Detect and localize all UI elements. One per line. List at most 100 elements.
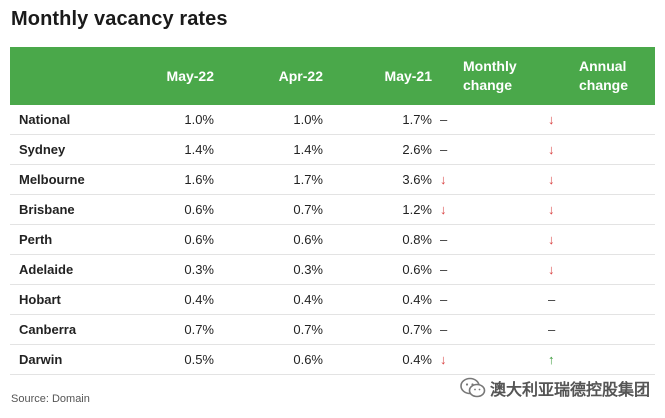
cell-may22: 0.5% (122, 344, 214, 375)
cell-region-value: Hobart (19, 292, 61, 307)
header-may21: May-21 (323, 47, 432, 105)
cell-may22: 1.6% (122, 164, 214, 195)
down-arrow-icon: ↓ (548, 172, 555, 187)
cell-may21-value: 0.4% (402, 352, 432, 367)
cell-region-value: Melbourne (19, 172, 85, 187)
header-may22: May-22 (122, 47, 214, 105)
cell-may21-value: 2.6% (402, 142, 432, 157)
cell-may22-value: 0.6% (184, 232, 214, 247)
table-row: Perth 0.6% 0.6% 0.8% – ↓ (10, 224, 655, 255)
cell-may21: 1.7% (323, 105, 432, 135)
cell-monthly-change: ↓ (432, 194, 540, 225)
cell-may22-value: 1.6% (184, 172, 214, 187)
cell-apr22: 0.7% (214, 194, 323, 225)
cell-may22-value: 0.4% (184, 292, 214, 307)
cell-region: Brisbane (10, 194, 122, 225)
cell-apr22-value: 1.0% (293, 112, 323, 127)
cell-may21-value: 0.8% (402, 232, 432, 247)
cell-apr22: 0.6% (214, 224, 323, 255)
header-monthly-line1: Monthly (463, 58, 517, 74)
cell-may21-value: 0.6% (402, 262, 432, 277)
cell-region: National (10, 105, 122, 135)
header-apr22: Apr-22 (214, 47, 323, 105)
cell-region: Hobart (10, 284, 122, 315)
watermark-text: 澳大利亚瑞德控股集团 (490, 382, 651, 399)
no-change-dash: – (440, 142, 448, 157)
cell-annual-change: ↓ (540, 194, 655, 225)
cell-may21: 0.4% (323, 344, 432, 375)
cell-apr22: 1.0% (214, 105, 323, 135)
no-change-dash: – (440, 292, 448, 307)
cell-may22: 0.6% (122, 224, 214, 255)
no-change-dash: – (440, 262, 448, 277)
cell-apr22-value: 0.6% (293, 352, 323, 367)
down-arrow-icon: ↓ (548, 202, 555, 217)
cell-may21: 0.4% (323, 284, 432, 315)
cell-apr22: 0.3% (214, 254, 323, 285)
cell-annual-change: ↓ (540, 105, 655, 135)
down-arrow-icon: ↓ (548, 142, 555, 157)
cell-may21-value: 0.4% (402, 292, 432, 307)
cell-may21-value: 1.7% (402, 112, 432, 127)
cell-region: Melbourne (10, 164, 122, 195)
cell-annual-change: ↓ (540, 164, 655, 195)
cell-may22: 0.7% (122, 314, 214, 345)
cell-region-value: Canberra (19, 322, 77, 337)
cell-region-value: National (19, 112, 71, 127)
cell-region-value: Brisbane (19, 202, 75, 217)
down-arrow-icon: ↓ (440, 352, 447, 367)
table-row: Sydney 1.4% 1.4% 2.6% – ↓ (10, 134, 655, 165)
no-change-dash: – (440, 112, 448, 127)
cell-apr22: 0.7% (214, 314, 323, 345)
vacancy-table: May-22 Apr-22 May-21 Monthly change Annu… (10, 47, 655, 375)
cell-annual-change: ↑ (540, 344, 655, 375)
cell-region-value: Adelaide (19, 262, 74, 277)
cell-monthly-change: – (432, 254, 540, 285)
cell-region: Sydney (10, 134, 122, 165)
no-change-dash: – (548, 322, 556, 337)
table-row: Melbourne 1.6% 1.7% 3.6% ↓ ↓ (10, 164, 655, 195)
cell-apr22: 1.7% (214, 164, 323, 195)
source-note: Source: Domain (11, 393, 90, 405)
table-row: Hobart 0.4% 0.4% 0.4% – – (10, 284, 655, 315)
cell-apr22-value: 1.4% (293, 142, 323, 157)
cell-apr22-value: 0.4% (293, 292, 323, 307)
cell-may21-value: 3.6% (402, 172, 432, 187)
cell-region: Canberra (10, 314, 122, 345)
cell-may22: 1.4% (122, 134, 214, 165)
cell-region: Adelaide (10, 254, 122, 285)
cell-may22: 1.0% (122, 105, 214, 135)
no-change-dash: – (440, 232, 448, 247)
cell-may21: 2.6% (323, 134, 432, 165)
table-row: Darwin 0.5% 0.6% 0.4% ↓ ↑ (10, 344, 655, 375)
up-arrow-icon: ↑ (548, 352, 555, 367)
header-monthly-line2: change (463, 77, 513, 93)
cell-apr22: 1.4% (214, 134, 323, 165)
cell-region-value: Darwin (19, 352, 63, 367)
no-change-dash: – (440, 322, 448, 337)
wechat-icon (460, 377, 486, 398)
cell-may21: 0.8% (323, 224, 432, 255)
cell-apr22-value: 0.7% (293, 322, 323, 337)
cell-monthly-change: ↓ (432, 344, 540, 375)
down-arrow-icon: ↓ (548, 262, 555, 277)
no-change-dash: – (548, 292, 556, 307)
cell-apr22: 0.4% (214, 284, 323, 315)
cell-annual-change: – (540, 284, 655, 315)
cell-apr22-value: 0.3% (293, 262, 323, 277)
table-row: Brisbane 0.6% 0.7% 1.2% ↓ ↓ (10, 194, 655, 225)
cell-region: Darwin (10, 344, 122, 375)
cell-may22-value: 0.3% (184, 262, 214, 277)
table-row: Canberra 0.7% 0.7% 0.7% – – (10, 314, 655, 345)
cell-may22: 0.3% (122, 254, 214, 285)
cell-apr22: 0.6% (214, 344, 323, 375)
header-region (10, 47, 122, 105)
down-arrow-icon: ↓ (440, 202, 447, 217)
cell-may21: 0.6% (323, 254, 432, 285)
cell-may21: 0.7% (323, 314, 432, 345)
cell-monthly-change: – (432, 284, 540, 315)
header-annual-change: Annual change (540, 47, 655, 105)
table-row: Adelaide 0.3% 0.3% 0.6% – ↓ (10, 254, 655, 285)
cell-annual-change: ↓ (540, 254, 655, 285)
